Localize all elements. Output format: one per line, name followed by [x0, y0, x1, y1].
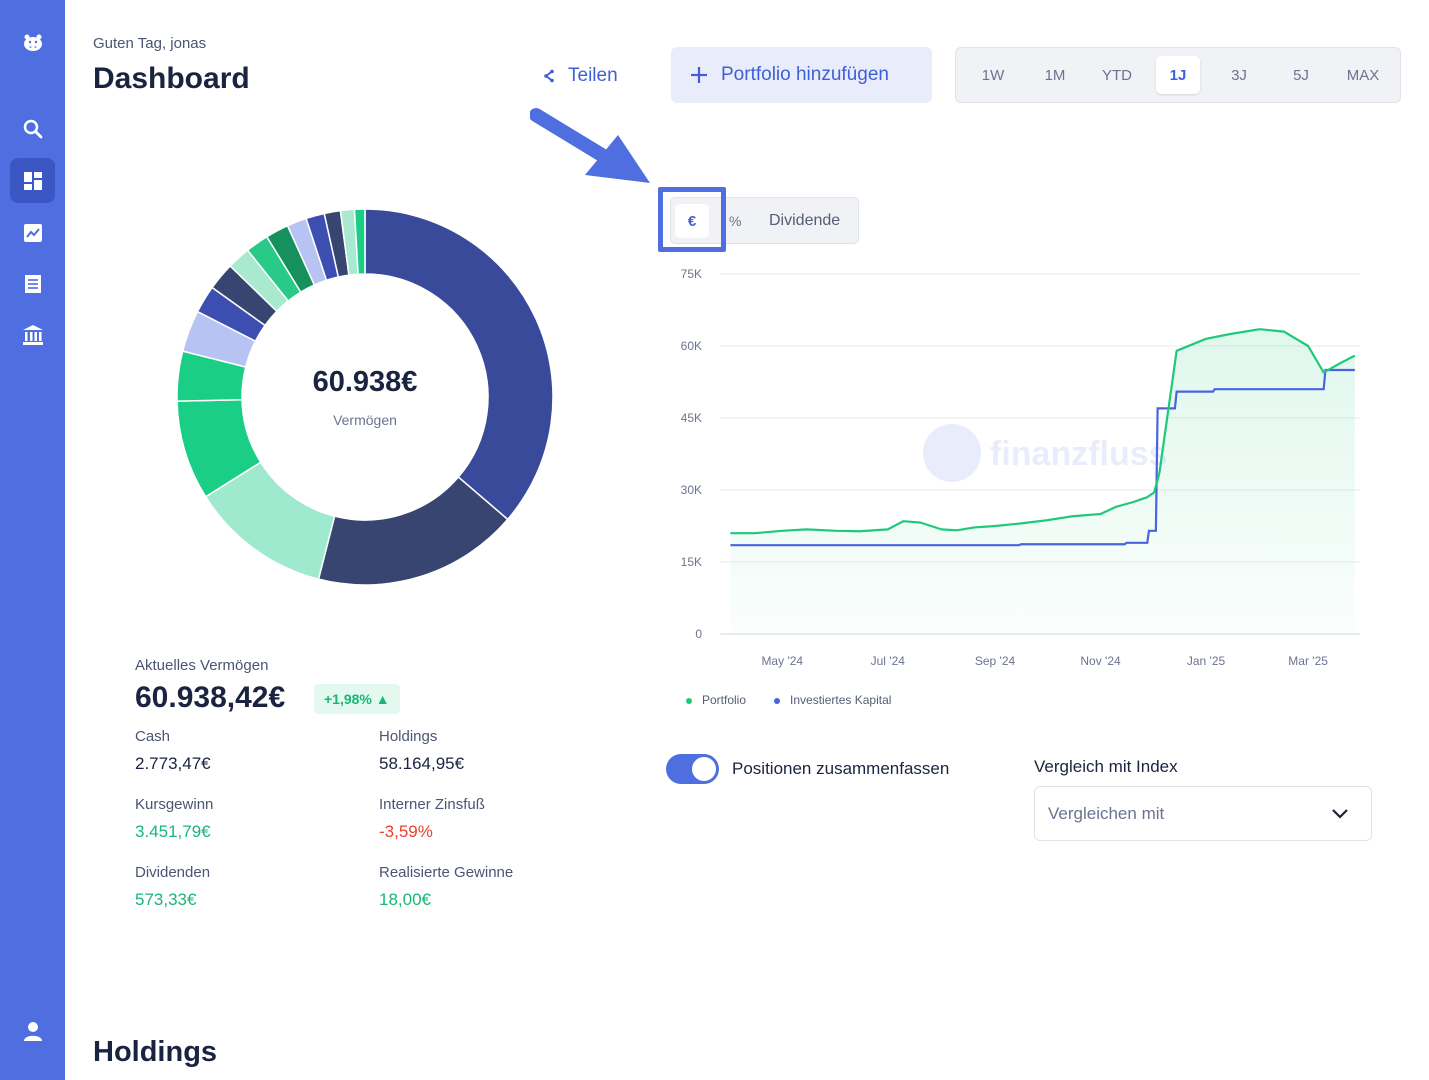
y-tick-label: 30K — [681, 483, 702, 497]
greeting: Guten Tag, jonas — [93, 35, 207, 52]
page-title: Dashboard — [93, 62, 250, 95]
share-button-label: Teilen — [568, 65, 618, 86]
donut-center-value: 60.938€ — [312, 366, 418, 398]
x-tick-label: Nov '24 — [1080, 654, 1121, 668]
irr-value: -3,59% — [379, 822, 433, 841]
kursgewinn-value: 3.451,79€ — [135, 822, 211, 841]
donut-center-label: Vermögen — [333, 412, 397, 428]
toggle-knob — [692, 757, 716, 781]
index-compare-label: Vergleich mit Index — [1034, 757, 1178, 776]
index-compare-select[interactable]: Vergleichen mit — [1034, 786, 1372, 841]
y-tick-label: 45K — [681, 411, 702, 425]
invested-capital-line[interactable] — [730, 368, 1355, 547]
x-tick-label: Jul '24 — [871, 654, 906, 668]
portfolio-line[interactable] — [730, 328, 1356, 535]
irr-label: Interner Zinsfuß — [379, 796, 485, 813]
time-range-selector: 1W 1M YTD 1J 3J 5J MAX — [955, 47, 1401, 103]
x-tick-label: Sep '24 — [975, 654, 1016, 668]
donut-segment[interactable] — [364, 208, 554, 521]
legend-dot — [686, 697, 692, 704]
y-tick-label: 60K — [681, 339, 702, 353]
current-wealth-value: 60.938,42€ — [135, 681, 286, 714]
range-1j[interactable]: 1J — [1156, 56, 1200, 94]
user-profile-icon[interactable] — [10, 1008, 55, 1053]
dashboard-icon[interactable] — [10, 158, 55, 203]
cash-label: Cash — [135, 728, 171, 745]
range-ytd[interactable]: YTD — [1102, 66, 1132, 84]
cash-value: 2.773,47€ — [135, 754, 211, 773]
chevron-down-icon — [1332, 808, 1348, 819]
dividends-label: Dividenden — [135, 864, 211, 881]
legend-portfolio-label: Portfolio — [702, 693, 747, 707]
range-max[interactable]: MAX — [1346, 66, 1380, 84]
kursgewinn-label: Kursgewinn — [135, 796, 214, 813]
legend-invested[interactable]: Investiertes Kapital — [774, 693, 891, 707]
unit-euro-button[interactable]: € — [675, 204, 709, 238]
legend-portfolio[interactable]: Portfolio — [686, 693, 746, 707]
bank-icon[interactable] — [10, 312, 55, 357]
holdings-label: Holdings — [379, 728, 438, 745]
range-5j[interactable]: 5J — [1293, 66, 1309, 84]
summarize-positions-toggle[interactable] — [666, 754, 719, 784]
analytics-chart-icon[interactable] — [10, 210, 55, 255]
legend-invested-label: Investiertes Kapital — [790, 693, 892, 707]
y-tick-label: 15K — [681, 555, 702, 569]
range-1w[interactable]: 1W — [981, 66, 1005, 84]
allocation-donut-chart — [176, 208, 554, 586]
add-portfolio-button[interactable]: Portfolio hinzufügen — [671, 47, 932, 103]
portfolio-area — [730, 329, 1355, 634]
share-button[interactable]: Teilen — [540, 60, 618, 92]
watermark: finanzfluss — [923, 424, 1168, 482]
y-tick-label: 75K — [681, 267, 702, 281]
realized-gains-value: 18,00€ — [379, 890, 431, 909]
plus-icon — [691, 67, 707, 83]
add-portfolio-label: Portfolio hinzufügen — [721, 64, 889, 85]
dividends-value: 573,33€ — [135, 890, 197, 909]
x-tick-label: Mar '25 — [1288, 654, 1328, 668]
share-icon — [544, 69, 554, 83]
watermark-text: finanzfluss — [990, 435, 1168, 473]
x-tick-label: Jan '25 — [1187, 654, 1226, 668]
chart-legend: Portfolio Investiertes Kapital — [686, 693, 891, 707]
x-tick-label: May '24 — [761, 654, 803, 668]
range-3j[interactable]: 3J — [1231, 66, 1247, 84]
search-icon[interactable] — [10, 106, 55, 151]
change-badge: +1,98% ▲ — [314, 684, 400, 714]
portfolio-line-chart: 0 15K 30K 45K 60K 75K May '24 Jul '24 Sep '24 Nov… — [681, 267, 1360, 668]
current-wealth-label: Aktuelles Vermögen — [135, 657, 269, 674]
range-1m[interactable]: 1M — [1044, 66, 1066, 84]
realized-gains-label: Realisierte Gewinne — [379, 864, 514, 881]
unit-toggle: € % Dividende — [670, 197, 859, 244]
holdings-value: 58.164,95€ — [379, 754, 465, 773]
donut-segment[interactable] — [353, 208, 366, 275]
index-compare-placeholder: Vergleichen mit — [1048, 803, 1165, 823]
summarize-positions-label: Positionen zusammenfassen — [732, 759, 950, 778]
transactions-list-icon[interactable] — [10, 261, 55, 306]
sidebar — [0, 0, 65, 1080]
legend-dot — [774, 697, 781, 704]
annotation-highlight-box — [658, 187, 726, 252]
annotation-arrow-icon — [530, 108, 650, 183]
hippo-logo-icon-svg — [23, 34, 42, 51]
holdings-section-title: Holdings — [93, 1036, 218, 1068]
unit-percent-button[interactable]: % — [729, 213, 742, 229]
y-tick-label: 0 — [695, 627, 702, 641]
unit-dividend-button[interactable]: Dividende — [769, 212, 841, 229]
hippo-logo-icon[interactable] — [10, 20, 55, 65]
